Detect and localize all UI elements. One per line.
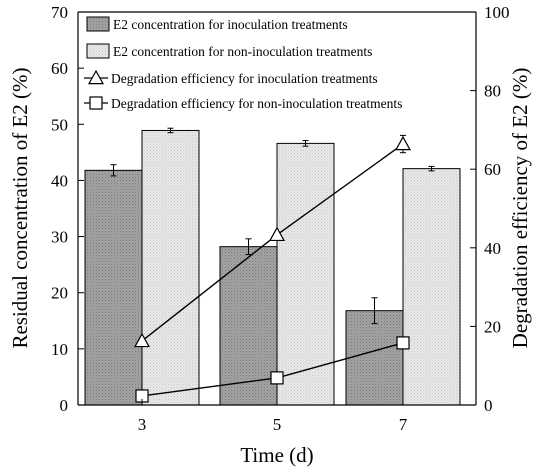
legend: E2 concentration for inoculation treatme… <box>84 16 402 111</box>
right-tick-label-60: 60 <box>484 160 501 179</box>
left-tick-label-50: 50 <box>51 115 68 134</box>
right-tick-label-0: 0 <box>484 396 493 415</box>
legend-label-3: Degradation efficiency for inoculation t… <box>111 71 378 86</box>
x-tick-label-5: 5 <box>273 415 282 434</box>
right-tick-label-40: 40 <box>484 239 501 258</box>
right-tick-label-80: 80 <box>484 82 501 101</box>
point-square-5 <box>270 371 284 385</box>
point-triangle-7 <box>394 135 412 151</box>
bar-s1-3 <box>84 169 143 406</box>
legend-label-1: E2 concentration for inoculation treatme… <box>113 17 348 32</box>
lines-layer <box>133 134 412 403</box>
left-tick-label-0: 0 <box>60 396 69 415</box>
bar-s2-5 <box>276 142 335 406</box>
legend-label-2: E2 concentration for non-inoculation tre… <box>113 44 372 59</box>
right-tick-label-20: 20 <box>484 317 501 336</box>
bar-s1-7 <box>345 310 404 406</box>
right-tick-label-100: 100 <box>484 3 510 22</box>
ticks-layer: 0 10 20 30 40 50 60 70 0 20 40 60 80 100 3 5 7 <box>51 3 510 434</box>
left-tick-label-10: 10 <box>51 340 68 359</box>
point-square-7 <box>396 336 410 350</box>
left-tick-label-30: 30 <box>51 228 68 247</box>
x-tick-label-7: 7 <box>399 415 408 434</box>
left-tick-label-70: 70 <box>51 3 68 22</box>
right-y-axis-title: Degradation efficiency of E2 (%) <box>508 68 532 349</box>
left-tick-label-60: 60 <box>51 59 68 78</box>
point-triangle-5 <box>268 226 286 242</box>
legend-swatch-1 <box>86 16 110 32</box>
bars-layer <box>84 127 461 406</box>
bar-s2-7 <box>402 168 461 406</box>
bar-s2-3 <box>141 129 200 406</box>
x-axis-title: Time (d) <box>240 443 313 467</box>
x-tick-label-3: 3 <box>138 415 147 434</box>
left-tick-label-20: 20 <box>51 284 68 303</box>
left-y-axis-title: Residual concentration of E2 (%) <box>8 67 32 348</box>
legend-label-4: Degradation efficiency for non-inoculati… <box>111 96 402 111</box>
left-tick-label-40: 40 <box>51 171 68 190</box>
point-triangle-3 <box>133 332 151 348</box>
legend-marker-triangle <box>87 69 105 85</box>
legend-swatch-2 <box>86 43 110 59</box>
legend-marker-square <box>89 96 103 110</box>
